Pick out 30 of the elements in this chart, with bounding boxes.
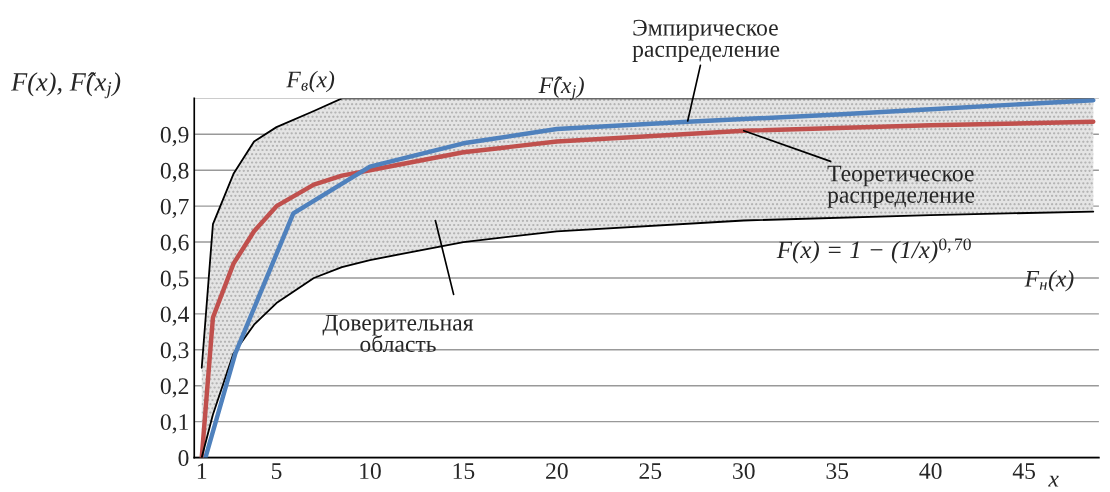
line-series: [200, 210, 1095, 458]
x-axis-title: x: [1048, 475, 1059, 487]
y-tick-label: 0,5: [160, 270, 189, 290]
x-tick-label: 20: [546, 463, 568, 480]
annotation: F(x) = 1 − (1/x)$^{0,70}$: [776, 238, 971, 264]
y-tick-label: 0,2: [160, 378, 189, 398]
x-tick-label: 40: [919, 463, 942, 480]
y-tick-label: 0: [178, 450, 189, 466]
annotation: F$_{в}$(x): [286, 70, 335, 93]
annotation: F$_{н}$(x): [1024, 270, 1074, 292]
x-tick-label: 5: [271, 463, 282, 480]
y-tick-label: 0,7: [160, 198, 189, 218]
annotation: Доверительная область: [322, 314, 474, 353]
y-axis-title: F(x), F̂(x$_{j}$): [10, 72, 121, 99]
x-tick-label: 30: [733, 463, 755, 480]
x-tick-label: 15: [453, 463, 475, 480]
x-tick-label: 35: [826, 463, 849, 480]
x-tick-label: 45: [1012, 463, 1036, 480]
x-tick-label: 1: [197, 463, 207, 479]
annotation: F̂(x$_{j}$): [538, 76, 584, 100]
annotation: Теоретическое распределение: [827, 165, 975, 208]
y-tick-label: 0,8: [160, 162, 189, 183]
y-tick-label: 0,4: [160, 306, 190, 326]
y-tick-label: 0,6: [160, 234, 189, 254]
y-tick-label: 0,1: [160, 414, 188, 434]
y-tick-label: 0,9: [160, 126, 189, 147]
y-tick-label: 0,3: [160, 342, 189, 362]
x-tick-label: 10: [360, 463, 381, 480]
annotation: Эмпирическое распределение: [632, 19, 780, 62]
x-tick-label: 25: [639, 463, 662, 480]
